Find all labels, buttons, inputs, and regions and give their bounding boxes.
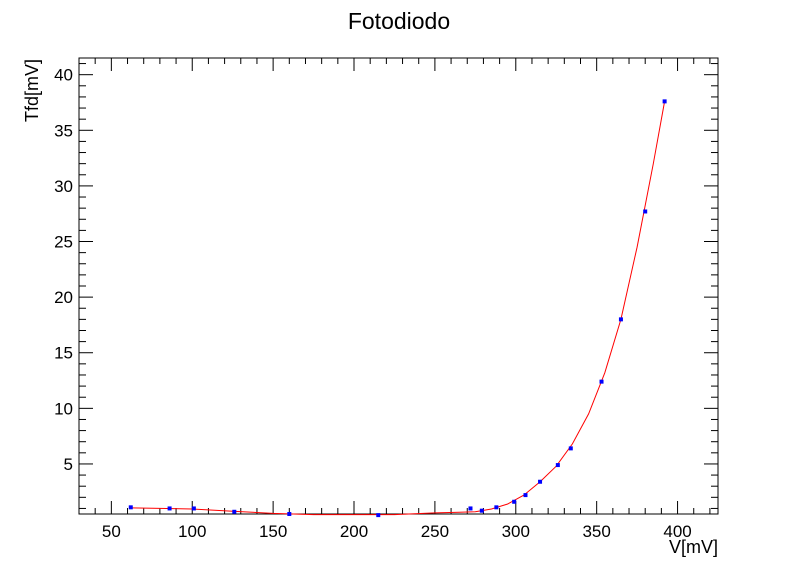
data-point [376, 513, 381, 518]
y-tick-label: 20 [54, 288, 73, 307]
x-tick-label: 250 [421, 522, 449, 541]
data-point [479, 508, 484, 513]
x-axis-label: V[mV] [669, 537, 718, 557]
data-point [128, 505, 133, 510]
data-point [555, 463, 560, 468]
y-tick-label: 10 [54, 399, 73, 418]
data-point [167, 506, 172, 511]
data-point [512, 499, 517, 504]
y-tick-label: 15 [54, 344, 73, 363]
x-tick-label: 50 [102, 522, 121, 541]
data-point [568, 446, 573, 451]
data-points-group [128, 99, 667, 518]
chart-title: Fotodiodo [348, 8, 450, 34]
y-tick-label: 35 [54, 121, 73, 140]
y-tick-label: 5 [64, 455, 73, 474]
data-point [494, 505, 499, 510]
fit-curve-group [130, 101, 666, 516]
data-point [618, 317, 623, 322]
axes: 50 100 150 200 250 300 350 400 5 10 15 20 25 30 35 40 [54, 57, 719, 541]
data-point [643, 209, 648, 214]
data-point [662, 99, 667, 104]
data-point [287, 512, 292, 516]
y-tick-label: 30 [54, 177, 73, 196]
y-tick-label: 40 [54, 66, 73, 85]
y-tick-label: 25 [54, 233, 73, 252]
x-tick-label: 400 [663, 522, 691, 541]
y-axis-label: Tfd[mV] [22, 59, 42, 122]
data-point [523, 493, 528, 498]
data-point [538, 479, 543, 484]
x-tick-label: 350 [582, 522, 610, 541]
data-point [191, 506, 196, 511]
x-tick-label: 300 [502, 522, 530, 541]
x-tick-label: 200 [340, 522, 368, 541]
x-tick-label: 150 [259, 522, 287, 541]
x-tick-label: 100 [178, 522, 206, 541]
fit-curve [130, 101, 666, 516]
data-point [232, 509, 237, 514]
data-point [599, 379, 604, 384]
data-point [468, 506, 473, 511]
